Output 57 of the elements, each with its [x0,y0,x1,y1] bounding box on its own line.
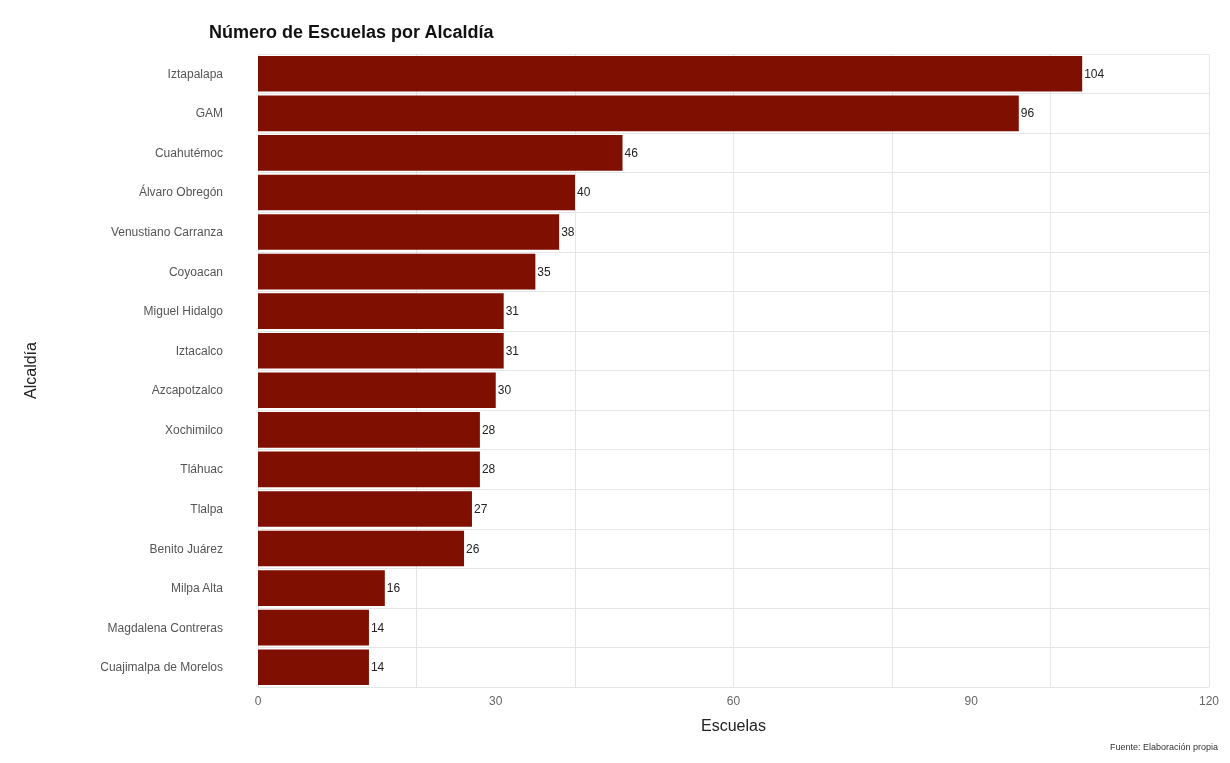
y-tick-label: Tlalpa [190,501,224,516]
data-label: 28 [481,462,496,477]
y-tick-label: Cuajimalpa de Morelos [100,660,223,675]
x-tick-label: 60 [726,694,741,708]
y-tick-label: Álvaro Obregón [138,184,223,200]
data-label: 46 [624,145,639,160]
bar [258,135,623,171]
y-tick-label: Tláhuac [180,462,223,477]
bar [258,451,480,488]
bar [258,530,465,567]
bar [258,95,1019,132]
data-label: 30 [497,383,512,398]
data-label: 35 [537,264,552,279]
y-tick-label: Venustiano Carranza [110,225,224,240]
x-tick-label: 90 [964,694,979,708]
y-tick-label: Milpa Alta [170,581,224,596]
data-label: 14 [370,660,385,675]
data-label: 31 [505,304,520,319]
data-label: 40 [577,185,591,200]
y-tick-label: Xochimilco [164,422,224,437]
data-label: 27 [473,501,488,516]
y-tick-label: Miguel Hidalgo [143,304,224,319]
data-label: 14 [370,620,385,635]
data-label: 28 [481,422,496,437]
bar [258,491,472,527]
y-tick-label: Cuahutémoc [154,145,223,160]
bar [258,372,496,409]
bar [258,214,560,250]
y-tick-label: Benito Juárez [149,541,223,556]
bar [258,412,480,448]
y-tick-label: Magdalena Contreras [107,620,223,635]
x-tick-label: 30 [489,694,503,708]
data-label: 16 [386,581,401,596]
bar [258,609,369,646]
y-tick-label: Coyoacan [168,264,223,279]
bar [258,332,504,369]
y-tick-label: Iztapalapa [167,66,224,81]
bar [258,293,504,329]
x-tick-label: 120 [1198,694,1220,708]
data-label: 31 [505,343,520,358]
data-label: 104 [1084,66,1105,81]
y-tick-label: GAM [195,106,223,121]
x-axis-title: Escuelas [701,716,766,734]
data-label: 26 [466,541,480,556]
y-tick-label: Azcapotzalco [151,383,224,398]
bar [258,174,575,211]
chart-title: Número de Escuelas por Alcaldía [209,22,495,42]
bar [258,55,1083,92]
source-note: Fuente: Elaboración propia [1109,741,1219,752]
y-tick-label: Iztacalco [175,343,224,358]
x-tick-label: 0 [254,694,262,708]
bar [258,253,536,290]
bar [258,570,385,606]
data-label: 38 [561,225,575,240]
y-axis-title: Alcaldía [21,341,39,399]
data-label: 96 [1020,106,1035,121]
bar [258,649,369,686]
